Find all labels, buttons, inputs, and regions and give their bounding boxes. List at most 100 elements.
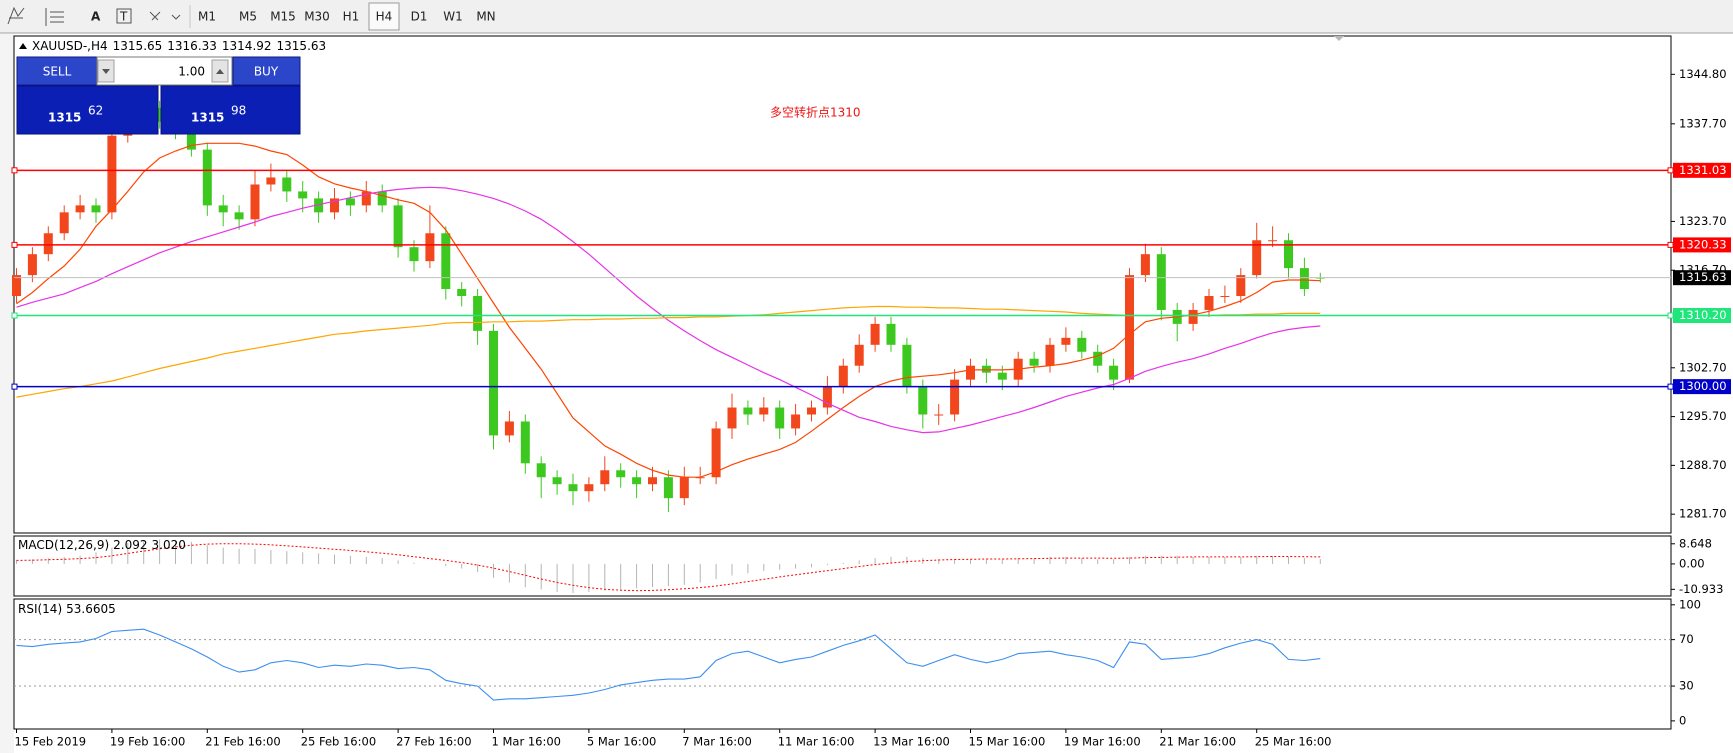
level-handle xyxy=(1667,241,1674,248)
candle-body xyxy=(298,191,308,199)
y-tick-label: 0.00 xyxy=(1679,556,1705,570)
level-label-box xyxy=(1673,379,1731,395)
collapse-arrow[interactable] xyxy=(19,43,27,49)
ohlc-close: 1315.63 xyxy=(277,39,327,53)
candle-body xyxy=(345,198,355,206)
tool-icons xyxy=(7,5,191,28)
candle-body xyxy=(1140,254,1150,276)
level-handle xyxy=(1667,383,1674,390)
candle-body xyxy=(1284,240,1293,269)
y-tick-label: 1344.80 xyxy=(1679,67,1727,81)
x-tick-label: 19 Mar 16:00 xyxy=(1064,735,1141,749)
plot-area: 1281.701288.701295.701302.701316.701323.… xyxy=(11,67,1731,749)
candle-body xyxy=(186,128,196,150)
candle-body xyxy=(727,407,737,429)
x-tick-label: 15 Feb 2019 xyxy=(15,735,87,749)
candle-body xyxy=(934,414,944,416)
timeframe-button[interactable]: D1 xyxy=(411,10,428,24)
candle-body xyxy=(616,470,626,478)
text-label-tool: T xyxy=(119,10,128,24)
sell-label[interactable]: SELL xyxy=(43,65,72,79)
candle-body xyxy=(600,470,610,485)
sell-button[interactable] xyxy=(16,56,98,86)
candle-body xyxy=(1029,358,1039,366)
candle-body xyxy=(1045,344,1055,366)
buy-price-pips: 98 xyxy=(231,104,246,118)
candle-body xyxy=(950,379,960,415)
x-tick-label: 21 Feb 16:00 xyxy=(205,735,280,749)
candle-body xyxy=(314,198,324,213)
buy-label[interactable]: BUY xyxy=(254,65,279,79)
buy-price-box[interactable] xyxy=(160,85,301,135)
text-tool[interactable]: A xyxy=(91,10,101,24)
candle-body xyxy=(997,372,1007,380)
ohlc-high: 1316.33 xyxy=(167,39,217,53)
lot-value[interactable]: 1.00 xyxy=(178,65,205,79)
candle-body xyxy=(91,205,101,213)
candle-body xyxy=(902,344,912,387)
candle-body xyxy=(1077,337,1087,352)
candle-body xyxy=(1252,240,1262,276)
candle-body xyxy=(393,205,403,248)
y-tick-label: 1281.70 xyxy=(1679,507,1727,521)
level-label-box xyxy=(1673,162,1731,178)
candle-body xyxy=(1125,275,1134,380)
level-handle xyxy=(11,383,18,390)
text-label-icon[interactable] xyxy=(116,8,132,24)
candle-body xyxy=(1109,365,1119,380)
symbol-header: XAUUSD-,H4 1315.65 1316.33 1314.92 1315.63 xyxy=(32,39,326,53)
timeframe-button[interactable]: M5 xyxy=(239,10,257,24)
candle-body xyxy=(679,477,689,499)
candle-body xyxy=(632,477,642,485)
price-label: 1315.63 xyxy=(1679,270,1727,284)
x-tick-label: 13 Mar 16:00 xyxy=(873,735,950,749)
candle-body xyxy=(441,233,451,290)
indicator-readout: 53.6605 xyxy=(66,602,116,616)
y-tick-label: -10.933 xyxy=(1679,582,1723,596)
moving-average xyxy=(16,142,1321,478)
candle-body xyxy=(504,421,514,436)
sell-price-box[interactable] xyxy=(16,85,159,135)
x-tick-label: 25 Feb 16:00 xyxy=(301,735,376,749)
timeframe-button[interactable]: W1 xyxy=(443,10,463,24)
indicator-readout: 3.020 xyxy=(152,538,186,552)
timeframe-button[interactable]: H4 xyxy=(376,10,393,24)
candle-body xyxy=(568,484,578,492)
candle-body xyxy=(981,365,991,373)
x-tick-label: 27 Feb 16:00 xyxy=(396,735,471,749)
timeframes: M1 M5 M15 M30 H1 H4 D1 W1 MN xyxy=(198,10,496,24)
lines-icon[interactable] xyxy=(45,8,64,26)
timeframe-button[interactable]: H1 xyxy=(343,10,360,24)
candle-body xyxy=(1268,240,1278,242)
candle-body xyxy=(520,421,530,464)
x-tick-label: 25 Mar 16:00 xyxy=(1255,735,1332,749)
y-tick-label: 1323.70 xyxy=(1679,214,1727,228)
timeframe-button[interactable]: M15 xyxy=(270,10,296,24)
crosshair-icon[interactable] xyxy=(7,6,25,25)
candle-body xyxy=(361,191,371,206)
level-label: 1331.03 xyxy=(1679,163,1727,177)
x-tick-label: 19 Feb 16:00 xyxy=(110,735,185,749)
arrows-icon[interactable] xyxy=(149,11,181,21)
timeframe-button[interactable]: MN xyxy=(476,10,495,24)
candle-body xyxy=(1093,351,1103,366)
y-tick-label: 1288.70 xyxy=(1679,458,1727,472)
lot-input[interactable] xyxy=(96,56,233,86)
level-handle xyxy=(1667,312,1674,319)
timeframe-button[interactable]: M30 xyxy=(304,10,330,24)
sell-price-pips: 62 xyxy=(88,104,103,118)
candle-body xyxy=(473,296,483,331)
symbol: XAUUSD-,H4 xyxy=(32,39,108,53)
y-tick-label: 1302.70 xyxy=(1679,360,1727,374)
candle-body xyxy=(27,254,37,276)
candle-body xyxy=(75,205,85,213)
buy-button[interactable] xyxy=(232,56,301,86)
candle-body xyxy=(663,477,673,499)
candle-body xyxy=(266,177,276,185)
candle-body xyxy=(648,477,657,485)
candle-body xyxy=(966,365,975,380)
x-tick-label: 5 Mar 16:00 xyxy=(587,735,656,749)
timeframe-button[interactable]: M1 xyxy=(198,10,216,24)
candle-body xyxy=(457,289,467,297)
